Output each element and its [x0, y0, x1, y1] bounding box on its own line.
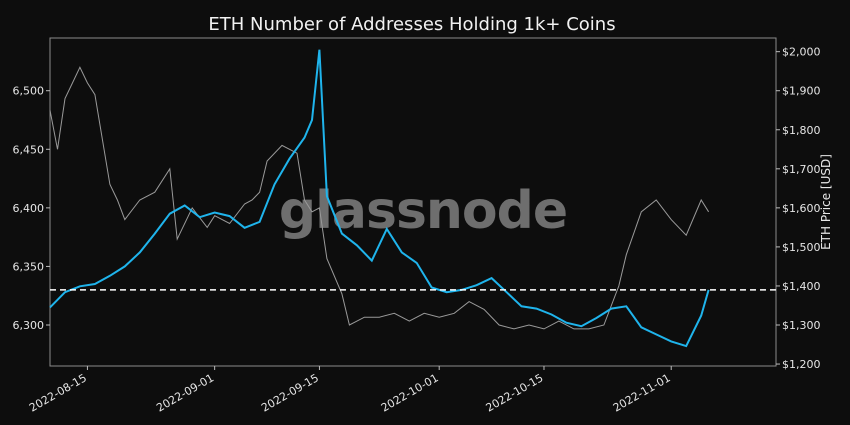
series-line-eth-price: [49, 66, 710, 330]
right-tick-label: $1,600: [782, 202, 821, 215]
plot-frame: [49, 37, 777, 367]
right-tick-label: $2,000: [782, 46, 821, 59]
left-tick-label: 6,350: [13, 260, 45, 273]
left-tick-label: 6,500: [13, 85, 45, 98]
right-tick-label: $1,900: [782, 85, 821, 98]
right-tick-label: $1,300: [782, 319, 821, 332]
right-tick-label: $1,200: [782, 358, 821, 371]
right-axis-title: ETH Price [USD]: [819, 154, 833, 250]
left-tick-label: 6,400: [13, 202, 45, 215]
watermark-logo: glassnode: [279, 181, 567, 241]
x-tick-label: 2022-10-15: [484, 371, 546, 414]
series-line-addresses: [49, 49, 710, 348]
x-tick-label: 2022-10-01: [379, 371, 441, 414]
right-tick-label: $1,500: [782, 241, 821, 254]
left-axis-ticks: 6,300 6,350 6,400 6,450 6,500: [13, 85, 50, 332]
x-tick-label: 2022-08-15: [27, 371, 89, 414]
x-tick-label: 2022-09-15: [259, 371, 321, 414]
left-tick-label: 6,300: [13, 319, 45, 332]
x-tick-label: 2022-09-01: [154, 371, 216, 414]
right-tick-label: $1,700: [782, 163, 821, 176]
chart-title: ETH Number of Addresses Holding 1k+ Coin…: [208, 14, 615, 35]
x-tick-label: 2022-11-01: [611, 371, 673, 414]
x-axis-ticks: 2022-08-15 2022-09-01 2022-09-15 2022-10-01…: [27, 366, 673, 415]
right-tick-label: $1,800: [782, 124, 821, 137]
right-tick-label: $1,400: [782, 280, 821, 293]
right-axis-ticks: $1,200 $1,300 $1,400 $1,500 $1,600 $1,700 $1,8…: [776, 46, 821, 371]
left-tick-label: 6,450: [13, 143, 45, 156]
